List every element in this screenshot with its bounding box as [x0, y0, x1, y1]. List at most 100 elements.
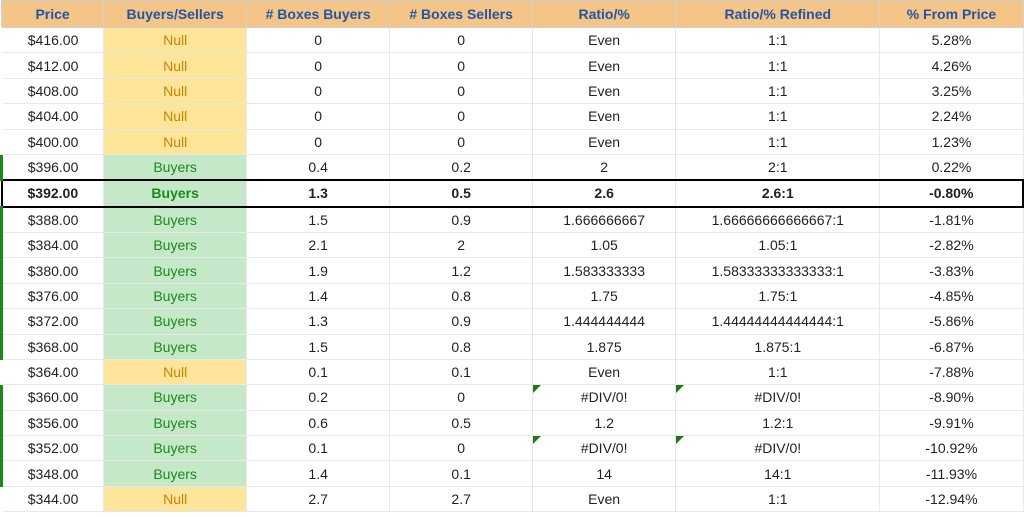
cell-ratio[interactable]: Even: [533, 359, 676, 384]
cell-boxes-buyers[interactable]: 0: [247, 129, 390, 154]
cell-boxes-buyers[interactable]: 0: [247, 104, 390, 129]
cell-ratio[interactable]: Even: [533, 53, 676, 78]
cell-buyers-sellers[interactable]: Null: [104, 53, 247, 78]
cell-ratio-refined[interactable]: #DIV/0!: [676, 385, 880, 410]
cell-price[interactable]: $356.00: [2, 410, 104, 435]
cell-ratio[interactable]: 1.666666667: [533, 207, 676, 233]
cell-buyers-sellers[interactable]: Buyers: [104, 410, 247, 435]
cell-boxes-sellers[interactable]: 0: [390, 104, 533, 129]
table-row[interactable]: $416.00Null00Even1:15.28%: [2, 28, 1024, 53]
cell-ratio-refined[interactable]: 1:1: [676, 78, 880, 103]
cell-boxes-sellers[interactable]: 0.8: [390, 283, 533, 308]
cell-pct-from-price[interactable]: -12.94%: [880, 486, 1023, 511]
cell-boxes-sellers[interactable]: 0: [390, 129, 533, 154]
cell-buyers-sellers[interactable]: Null: [104, 104, 247, 129]
cell-buyers-sellers[interactable]: Null: [104, 78, 247, 103]
cell-boxes-sellers[interactable]: 0.2: [390, 154, 533, 180]
cell-boxes-buyers[interactable]: 1.5: [247, 207, 390, 233]
cell-pct-from-price[interactable]: 3.25%: [880, 78, 1023, 103]
col-header-boxes-sellers[interactable]: # Boxes Sellers: [390, 1, 533, 28]
col-header-boxes-buyers[interactable]: # Boxes Buyers: [247, 1, 390, 28]
table-row[interactable]: $368.00Buyers1.50.81.8751.875:1-6.87%: [2, 334, 1024, 359]
table-row[interactable]: $348.00Buyers1.40.11414:1-11.93%: [2, 461, 1024, 486]
cell-buyers-sellers[interactable]: Buyers: [104, 180, 247, 206]
cell-pct-from-price[interactable]: -8.90%: [880, 385, 1023, 410]
cell-ratio[interactable]: 1.05: [533, 233, 676, 258]
cell-buyers-sellers[interactable]: Null: [104, 129, 247, 154]
cell-price[interactable]: $388.00: [2, 207, 104, 233]
cell-ratio-refined[interactable]: 14:1: [676, 461, 880, 486]
cell-ratio-refined[interactable]: 2:1: [676, 154, 880, 180]
cell-price[interactable]: $348.00: [2, 461, 104, 486]
cell-ratio[interactable]: Even: [533, 28, 676, 53]
table-row[interactable]: $376.00Buyers1.40.81.751.75:1-4.85%: [2, 283, 1024, 308]
cell-buyers-sellers[interactable]: Null: [104, 486, 247, 511]
cell-ratio[interactable]: 1.875: [533, 334, 676, 359]
cell-ratio[interactable]: Even: [533, 78, 676, 103]
cell-buyers-sellers[interactable]: Buyers: [104, 283, 247, 308]
cell-ratio-refined[interactable]: 1.05:1: [676, 233, 880, 258]
cell-boxes-sellers[interactable]: 2: [390, 233, 533, 258]
cell-ratio-refined[interactable]: 2.6:1: [676, 180, 880, 206]
cell-ratio-refined[interactable]: 1:1: [676, 486, 880, 511]
cell-boxes-sellers[interactable]: 0: [390, 385, 533, 410]
cell-boxes-buyers[interactable]: 1.4: [247, 283, 390, 308]
cell-pct-from-price[interactable]: 0.22%: [880, 154, 1023, 180]
cell-price[interactable]: $368.00: [2, 334, 104, 359]
cell-boxes-buyers[interactable]: 0.2: [247, 385, 390, 410]
table-row[interactable]: $352.00Buyers0.10#DIV/0!#DIV/0!-10.92%: [2, 436, 1024, 461]
table-row[interactable]: $364.00Null0.10.1Even1:1-7.88%: [2, 359, 1024, 384]
cell-boxes-sellers[interactable]: 0: [390, 78, 533, 103]
cell-boxes-sellers[interactable]: 0.1: [390, 359, 533, 384]
cell-pct-from-price[interactable]: -3.83%: [880, 258, 1023, 283]
cell-ratio[interactable]: #DIV/0!: [533, 436, 676, 461]
cell-ratio[interactable]: 2.6: [533, 180, 676, 206]
cell-price[interactable]: $408.00: [2, 78, 104, 103]
cell-pct-from-price[interactable]: -7.88%: [880, 359, 1023, 384]
col-header-ratio-refined[interactable]: Ratio/% Refined: [676, 1, 880, 28]
table-row[interactable]: $360.00Buyers0.20#DIV/0!#DIV/0!-8.90%: [2, 385, 1024, 410]
cell-buyers-sellers[interactable]: Null: [104, 359, 247, 384]
cell-boxes-buyers[interactable]: 1.3: [247, 309, 390, 334]
cell-boxes-sellers[interactable]: 0.5: [390, 180, 533, 206]
cell-price[interactable]: $364.00: [2, 359, 104, 384]
cell-boxes-sellers[interactable]: 0: [390, 28, 533, 53]
cell-price[interactable]: $400.00: [2, 129, 104, 154]
table-row[interactable]: $344.00Null2.72.7Even1:1-12.94%: [2, 486, 1024, 511]
cell-pct-from-price[interactable]: 5.28%: [880, 28, 1023, 53]
cell-price[interactable]: $416.00: [2, 28, 104, 53]
cell-ratio[interactable]: #DIV/0!: [533, 385, 676, 410]
cell-boxes-buyers[interactable]: 0.6: [247, 410, 390, 435]
cell-ratio[interactable]: 14: [533, 461, 676, 486]
col-header-ratio[interactable]: Ratio/%: [533, 1, 676, 28]
cell-buyers-sellers[interactable]: Buyers: [104, 233, 247, 258]
cell-boxes-sellers[interactable]: 0.8: [390, 334, 533, 359]
cell-ratio-refined[interactable]: 1:1: [676, 53, 880, 78]
cell-ratio-refined[interactable]: 1:1: [676, 104, 880, 129]
cell-ratio[interactable]: Even: [533, 129, 676, 154]
table-row[interactable]: $400.00Null00Even1:11.23%: [2, 129, 1024, 154]
cell-price[interactable]: $412.00: [2, 53, 104, 78]
cell-boxes-sellers[interactable]: 0: [390, 53, 533, 78]
cell-ratio-refined[interactable]: 1.44444444444444:1: [676, 309, 880, 334]
cell-price[interactable]: $404.00: [2, 104, 104, 129]
cell-price[interactable]: $380.00: [2, 258, 104, 283]
col-header-pct-from-price[interactable]: % From Price: [880, 1, 1023, 28]
cell-price[interactable]: $392.00: [2, 180, 104, 206]
table-row[interactable]: $372.00Buyers1.30.91.4444444441.44444444…: [2, 309, 1024, 334]
table-row[interactable]: $396.00Buyers0.40.222:10.22%: [2, 154, 1024, 180]
cell-pct-from-price[interactable]: 1.23%: [880, 129, 1023, 154]
cell-boxes-sellers[interactable]: 0.5: [390, 410, 533, 435]
cell-ratio-refined[interactable]: 1:1: [676, 359, 880, 384]
cell-buyers-sellers[interactable]: Buyers: [104, 207, 247, 233]
cell-pct-from-price[interactable]: 4.26%: [880, 53, 1023, 78]
cell-buyers-sellers[interactable]: Buyers: [104, 385, 247, 410]
cell-pct-from-price[interactable]: -10.92%: [880, 436, 1023, 461]
table-row[interactable]: $408.00Null00Even1:13.25%: [2, 78, 1024, 103]
cell-boxes-sellers[interactable]: 2.7: [390, 486, 533, 511]
cell-ratio[interactable]: 1.583333333: [533, 258, 676, 283]
cell-boxes-sellers[interactable]: 1.2: [390, 258, 533, 283]
cell-pct-from-price[interactable]: -1.81%: [880, 207, 1023, 233]
cell-price[interactable]: $352.00: [2, 436, 104, 461]
cell-price[interactable]: $344.00: [2, 486, 104, 511]
